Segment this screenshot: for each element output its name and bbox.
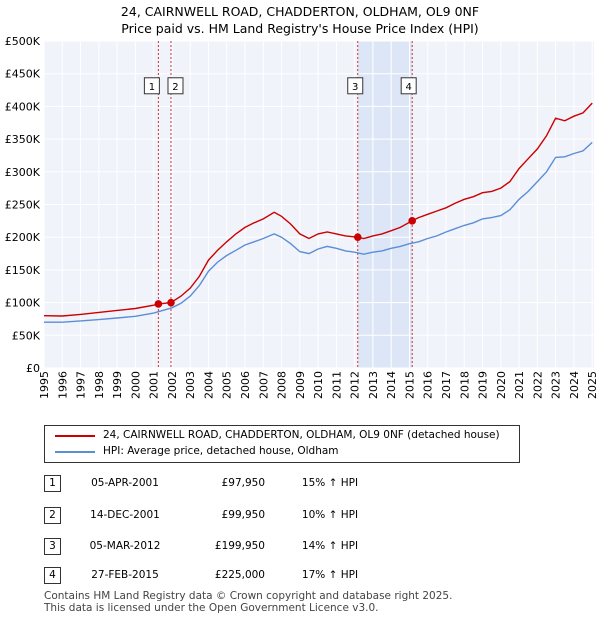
- y-tick-label: £200K: [5, 231, 41, 244]
- sale-box-label: 2: [172, 82, 178, 93]
- transaction-number: 1: [44, 475, 61, 492]
- x-tick-label: 2012: [349, 371, 362, 399]
- transaction-date: 05-MAR-2012: [89, 540, 161, 552]
- y-tick-label: £0: [26, 362, 40, 375]
- sale-box-label: 3: [352, 82, 358, 93]
- x-tick-label: 2000: [129, 371, 142, 399]
- y-tick-label: £250K: [5, 199, 41, 212]
- x-tick-label: 2022: [531, 371, 544, 399]
- x-tick-label: 2004: [202, 371, 215, 399]
- table-row: 3 05-MAR-2012 £199,950 14% ↑ HPI: [0, 538, 600, 558]
- x-tick-label: 1997: [75, 371, 88, 399]
- x-tick-label: 2009: [294, 371, 307, 399]
- x-tick-label: 1998: [93, 371, 106, 399]
- chart-title: 24, CAIRNWELL ROAD, CHADDERTON, OLDHAM, …: [120, 4, 480, 19]
- x-tick-label: 2014: [385, 371, 398, 399]
- x-tick-label: 2019: [477, 371, 490, 399]
- x-tick-label: 2024: [568, 371, 581, 399]
- transaction-hpi: 15% ↑ HPI: [301, 477, 359, 489]
- legend-line-property: [55, 435, 95, 437]
- sale-box: [167, 77, 184, 95]
- x-tick-label: 2021: [513, 371, 526, 399]
- x-tick-label: 2017: [440, 371, 453, 399]
- legend-label-hpi: HPI: Average price, detached house, Oldh…: [103, 445, 339, 457]
- y-tick-label: £300K: [5, 166, 41, 179]
- y-tick-label: £500K: [5, 35, 41, 48]
- x-tick-label: 1996: [56, 371, 69, 399]
- sale-box: [143, 77, 160, 95]
- transaction-hpi: 17% ↑ HPI: [301, 569, 359, 581]
- y-tick-label: £50K: [12, 329, 41, 342]
- sale-point: [167, 298, 175, 307]
- sale-point: [154, 300, 163, 308]
- transaction-hpi: 14% ↑ HPI: [301, 540, 359, 552]
- transaction-date: 05-APR-2001: [91, 477, 159, 489]
- transaction-price: £225,000: [214, 569, 265, 581]
- footer-copyright: Contains HM Land Registry data © Crown c…: [44, 590, 453, 602]
- transaction-number: 3: [44, 538, 61, 555]
- x-tick-label: 2006: [239, 371, 252, 399]
- x-tick-label: 2002: [166, 371, 179, 399]
- x-tick-label: 2018: [458, 371, 471, 399]
- legend-line-hpi: [55, 451, 95, 453]
- table-row: 2 14-DEC-2001 £99,950 10% ↑ HPI: [0, 507, 600, 527]
- x-tick-label: 2023: [550, 371, 563, 399]
- price-chart: £0 £50K £100K £150K £200K £250K £300K £350K £400…: [5, 35, 599, 399]
- hpi-line: [44, 141, 593, 323]
- x-tick-label: 2007: [257, 371, 270, 399]
- chart-subtitle: Price paid vs. HM Land Registry's House …: [121, 21, 479, 36]
- x-tick-label: 2013: [367, 371, 380, 399]
- transaction-price: £97,950: [221, 477, 265, 489]
- table-row: 1 05-APR-2001 £97,950 15% ↑ HPI: [0, 475, 600, 495]
- sale-box: [347, 77, 364, 95]
- x-tick-label: 2008: [276, 371, 289, 399]
- transaction-hpi: 10% ↑ HPI: [301, 509, 359, 521]
- y-tick-label: £400K: [5, 100, 41, 113]
- x-tick-label: 2020: [495, 371, 508, 399]
- x-tick-label: 2015: [403, 371, 416, 399]
- legend-label-property: 24, CAIRNWELL ROAD, CHADDERTON, OLDHAM, …: [103, 429, 500, 441]
- sale-point: [408, 217, 416, 225]
- transaction-price: £199,950: [214, 540, 265, 552]
- sale-box-label: 1: [149, 82, 155, 93]
- y-tick-label: £350K: [5, 133, 41, 146]
- property-price-line: [43, 102, 593, 317]
- x-tick-label: 2005: [221, 371, 234, 399]
- sale-box: [400, 77, 417, 95]
- x-tick-label: 2010: [312, 371, 325, 399]
- x-tick-label: 2001: [148, 371, 161, 399]
- x-tick-label: 2011: [330, 371, 343, 399]
- y-tick-label: £100K: [5, 297, 41, 310]
- transaction-price: £99,950: [221, 509, 265, 521]
- x-tick-label: 1995: [38, 371, 51, 399]
- x-tick-label: 2016: [422, 371, 435, 399]
- x-tick-label: 1999: [111, 371, 124, 399]
- sale-box-label: 4: [406, 82, 412, 93]
- transaction-date: 14-DEC-2001: [90, 509, 160, 521]
- chart-legend: 24, CAIRNWELL ROAD, CHADDERTON, OLDHAM, …: [44, 425, 520, 463]
- footer-licence: This data is licensed under the Open Gov…: [44, 602, 379, 614]
- x-tick-label: 2003: [184, 371, 197, 399]
- y-tick-label: £450K: [5, 68, 41, 81]
- x-tick-label: 2025: [586, 371, 599, 399]
- transaction-number: 4: [44, 567, 61, 584]
- y-tick-label: £150K: [5, 264, 41, 277]
- table-row: 4 27-FEB-2015 £225,000 17% ↑ HPI: [0, 567, 600, 587]
- sale-point: [353, 233, 362, 242]
- transaction-number: 2: [44, 507, 61, 524]
- transaction-date: 27-FEB-2015: [91, 569, 159, 581]
